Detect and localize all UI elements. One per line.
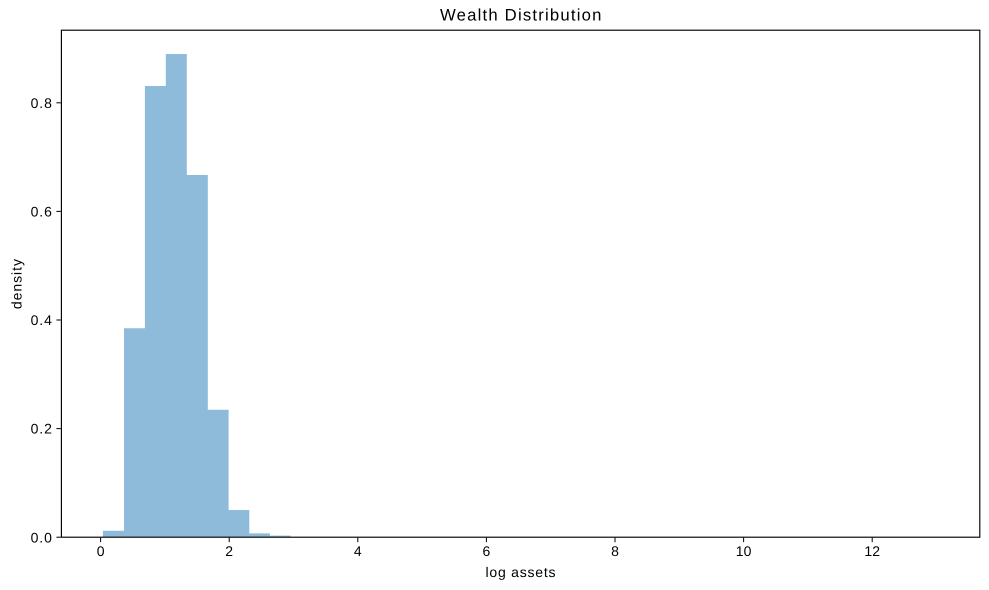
svg-text:12: 12: [864, 543, 880, 559]
svg-text:0.8: 0.8: [31, 95, 53, 111]
svg-text:0.2: 0.2: [31, 421, 53, 437]
svg-text:0.4: 0.4: [31, 312, 53, 328]
svg-text:0.0: 0.0: [31, 529, 53, 545]
svg-text:6: 6: [483, 543, 491, 559]
svg-text:0.6: 0.6: [31, 204, 53, 220]
svg-text:density: density: [9, 258, 25, 309]
svg-text:2: 2: [225, 543, 233, 559]
svg-text:0: 0: [97, 543, 105, 559]
svg-text:log assets: log assets: [486, 564, 557, 580]
svg-text:10: 10: [736, 543, 752, 559]
svg-text:4: 4: [354, 543, 362, 559]
svg-text:Wealth Distribution: Wealth Distribution: [440, 6, 603, 25]
svg-text:8: 8: [611, 543, 619, 559]
